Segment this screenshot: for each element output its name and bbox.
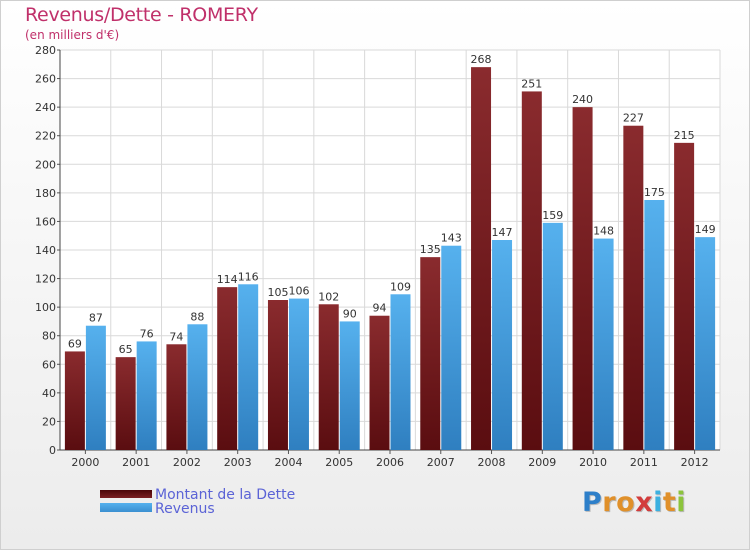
data-label: 74 [169, 330, 183, 343]
grid-lines [59, 49, 721, 451]
bar-debt [369, 315, 390, 450]
data-label: 114 [217, 273, 238, 286]
data-labels: 69 65 74 114 105 102 94 135 268 251 240 227 215 87 76 8… [68, 53, 716, 356]
data-label: 175 [644, 186, 665, 199]
bar-revenus [492, 240, 513, 450]
bar-debt [267, 300, 288, 450]
x-tick-label: 2002 [173, 456, 201, 469]
data-label: 105 [267, 286, 288, 299]
bar-revenus [593, 238, 614, 450]
logo-letter: r [602, 487, 617, 518]
y-tick-label: 200 [35, 158, 56, 171]
data-label: 135 [420, 243, 441, 256]
bar-revenus [187, 324, 208, 450]
y-tick-label: 260 [35, 73, 56, 86]
data-label: 148 [593, 225, 614, 238]
bar-debt [420, 257, 441, 450]
x-tick-label: 2005 [325, 456, 353, 469]
y-tick-label: 120 [35, 273, 56, 286]
x-tick-label: 2003 [224, 456, 252, 469]
legend-swatch-revenus [100, 503, 152, 512]
x-tick-label: 2004 [274, 456, 302, 469]
bar-revenus [441, 245, 462, 450]
data-label: 116 [238, 270, 259, 283]
data-label: 65 [119, 343, 133, 356]
legend-label-debt: Montant de la Dette [155, 487, 296, 503]
data-label: 94 [373, 302, 387, 315]
bar-debt [471, 67, 492, 451]
y-tick-label: 220 [35, 130, 56, 143]
y-tick-label: 20 [42, 415, 56, 428]
bar-revenus [542, 222, 563, 450]
bar-revenus [136, 341, 157, 450]
y-tick-label: 180 [35, 187, 56, 200]
chart-title: Revenus/Dette - ROMERY [25, 4, 258, 26]
chart-subtitle: (en milliers d'€) [25, 28, 120, 42]
data-label: 251 [521, 77, 542, 90]
y-tick-label: 60 [42, 358, 56, 371]
data-label: 109 [390, 280, 411, 293]
axes: 0 20 40 60 80 100 120 140 160 180 200 220 240 260 280 2… [35, 44, 720, 469]
data-label: 227 [623, 112, 644, 125]
data-label: 69 [68, 337, 82, 350]
y-tick-label: 240 [35, 101, 56, 114]
logo-letter: P [582, 487, 603, 518]
data-label: 215 [674, 129, 695, 142]
bar-revenus [390, 294, 411, 450]
bar-revenus [85, 325, 106, 450]
data-label: 87 [89, 312, 103, 325]
logo-letter: o [616, 487, 636, 518]
x-tick-label: 2008 [478, 456, 506, 469]
y-tick-label: 160 [35, 215, 56, 228]
y-tick-label: 0 [49, 444, 56, 457]
bar-revenus [288, 298, 309, 450]
data-label: 149 [695, 223, 716, 236]
bar-debt [318, 304, 339, 450]
x-tick-label: 2006 [376, 456, 404, 469]
bar-revenus [238, 284, 259, 450]
data-label: 102 [318, 290, 339, 303]
logo-letter: i [676, 487, 687, 518]
x-tick-label: 2007 [427, 456, 455, 469]
legend-swatch-debt [100, 490, 152, 498]
logo-letter: x [635, 487, 654, 518]
bar-debt [674, 142, 695, 450]
logo-letter: t [662, 487, 677, 518]
x-tick-label: 2011 [630, 456, 658, 469]
data-label: 143 [441, 232, 462, 245]
bar-debt [572, 107, 593, 451]
bar-debt [521, 91, 542, 450]
proxiti-logo: Proxiti [582, 487, 686, 518]
bars [64, 67, 716, 451]
bar-revenus [695, 237, 716, 450]
data-label: 147 [492, 226, 513, 239]
data-label: 159 [542, 209, 563, 222]
bar-debt [166, 344, 187, 450]
data-label: 240 [572, 93, 593, 106]
legend-label-revenus: Revenus [155, 501, 215, 517]
x-tick-label: 2009 [528, 456, 556, 469]
y-tick-label: 40 [42, 387, 56, 400]
data-label: 268 [471, 53, 492, 66]
y-tick-label: 80 [42, 330, 56, 343]
data-label: 90 [343, 307, 357, 320]
data-label: 106 [288, 285, 309, 298]
bar-revenus [644, 200, 665, 450]
bar-debt [64, 351, 85, 450]
data-label: 76 [140, 327, 154, 340]
bar-debt [217, 287, 238, 450]
logo-letter: i [653, 487, 663, 518]
bar-debt [623, 125, 644, 450]
y-tick-label: 100 [35, 301, 56, 314]
bar-debt [115, 357, 136, 450]
y-tick-label: 140 [35, 244, 56, 257]
x-tick-label: 2001 [122, 456, 150, 469]
x-tick-label: 2010 [579, 456, 607, 469]
x-tick-label: 2000 [71, 456, 99, 469]
bar-revenus [339, 321, 360, 450]
x-tick-label: 2012 [681, 456, 709, 469]
y-tick-label: 280 [35, 44, 56, 57]
data-label: 88 [190, 310, 204, 323]
